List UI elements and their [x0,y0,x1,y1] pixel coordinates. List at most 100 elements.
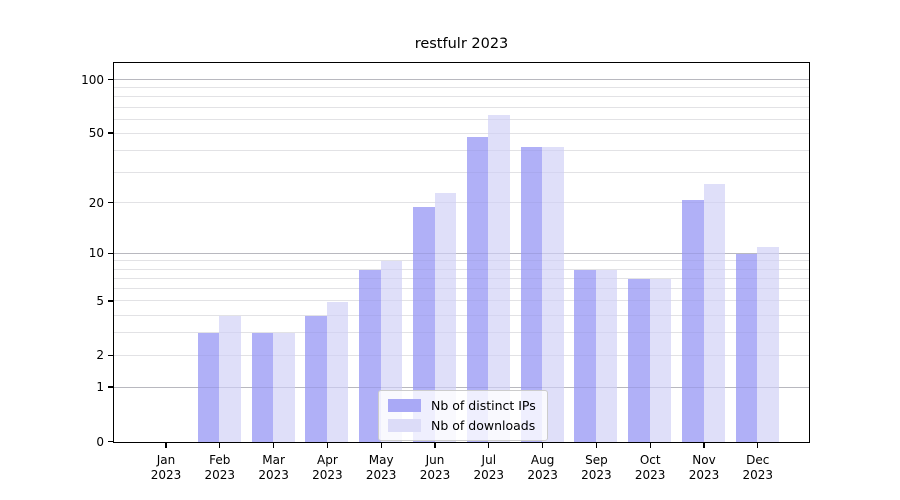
x-tick-label: Jun 2023 [419,453,451,482]
gridline-overlay-7 [114,277,809,279]
gridline-overlay-9 [114,260,809,262]
x-tick-dec [757,443,759,448]
y-tick-label: 100 [81,72,104,87]
gridline-overlay-80 [114,96,809,98]
x-tick-aug [541,443,544,448]
y-tick-1 [108,386,113,388]
x-tick-label: Jul 2023 [473,453,505,482]
bar-nb-of-downloads-sep [595,269,618,442]
x-tick-jan [165,443,167,448]
x-tick-label: Dec 2023 [742,453,774,482]
gridline-overlay-60 [114,118,809,120]
gridline-9 [114,260,809,262]
x-tick-mar [272,443,275,448]
gridline-7 [114,277,809,279]
legend-label: Nb of distinct IPs [431,398,536,413]
x-tick-label: Oct 2023 [634,453,666,482]
gridline-overlay-100 [114,79,809,81]
x-tick-oct [649,443,651,448]
bar-nb-of-distinct-ips-jul [466,136,489,442]
x-tick-label: Sep 2023 [581,453,612,482]
gridline-50 [114,132,809,134]
plot-area: Nb of distinct IPs Nb of downloads [113,62,810,443]
gridline-5 [114,300,809,302]
gridline-1 [114,386,809,388]
chart-title: restfulr 2023 [414,36,509,52]
bar-nb-of-downloads-jul [488,114,510,442]
gridline-overlay-8 [114,268,809,270]
gridline-overlay-4 [114,314,809,316]
x-tick-label: May 2023 [365,453,397,482]
gridline-20 [114,202,809,204]
y-tick-50 [108,132,113,134]
legend-entry: Nb of distinct IPs [388,398,536,413]
bar-nb-of-downloads-nov [703,183,725,442]
gridline-8 [114,268,809,270]
y-tick-label: 1 [96,380,104,395]
gridline-overlay-90 [114,87,809,89]
gridline-4 [114,314,809,316]
gridline-overlay-30 [114,171,809,173]
bar-nb-of-downloads-feb [219,315,241,442]
y-tick-label: 5 [96,293,104,308]
bar-nb-of-distinct-ips-feb [197,333,220,442]
gridline-80 [114,96,809,98]
gridline-overlay-10 [114,252,809,254]
bar-nb-of-distinct-ips-apr [305,315,327,442]
gridline-overlay-5 [114,300,809,302]
x-tick-jun [434,443,436,448]
bar-nb-of-downloads-aug [542,147,564,442]
gridline-40 [114,149,809,151]
gridline-70 [114,106,809,108]
y-tick-label: 0 [96,434,104,449]
x-tick-sep [595,443,598,448]
x-tick-label: Jan 2023 [150,453,182,482]
legend-swatch [388,419,421,432]
gridline-overlay-1 [114,386,809,388]
gridline-overlay-2 [114,354,809,356]
gridline-6 [114,288,809,290]
gridline-30 [114,171,809,173]
x-tick-label: Mar 2023 [258,453,289,482]
bar-nb-of-distinct-ips-dec [735,253,758,442]
y-tick-label: 10 [88,246,104,261]
gridline-overlay-3 [114,332,809,334]
gridline-overlay-6 [114,288,809,290]
legend: Nb of distinct IPs Nb of downloads [378,390,548,441]
x-tick-label: Feb 2023 [204,453,236,482]
x-tick-may [380,443,382,448]
bar-nb-of-distinct-ips-jun [413,207,435,442]
y-tick-2 [108,354,113,357]
gridline-90 [114,87,809,89]
bar-nb-of-distinct-ips-nov [682,199,704,442]
gridline-10 [114,252,809,254]
legend-label: Nb of downloads [431,418,536,433]
gridline-3 [114,332,809,334]
gridline-overlay-70 [114,106,809,108]
x-tick-label: Aug 2023 [527,453,558,482]
y-tick-0 [108,440,113,443]
y-tick-20 [108,202,113,204]
legend-entry: Nb of downloads [388,418,536,433]
x-tick-label: Apr 2023 [312,453,343,482]
bar-nb-of-downloads-dec [757,247,779,442]
x-tick-label: Nov 2023 [688,453,720,482]
x-tick-apr [326,443,329,448]
bar-nb-of-distinct-ips-mar [251,333,274,442]
bar-nb-of-downloads-apr [326,301,349,442]
x-tick-jul [488,443,490,448]
x-tick-nov [703,443,705,448]
bar-nb-of-distinct-ips-may [359,269,381,442]
gridline-overlay-20 [114,202,809,204]
bar-nb-of-downloads-mar [273,333,295,442]
gridline-100 [114,79,809,81]
bar-nb-of-distinct-ips-aug [520,147,543,442]
y-tick-5 [108,300,113,302]
legend-swatch [388,399,421,412]
y-tick-label: 20 [88,195,104,210]
bar-nb-of-downloads-jun [434,192,456,442]
gridline-60 [114,118,809,120]
gridline-2 [114,354,809,356]
gridline-overlay-40 [114,149,809,151]
